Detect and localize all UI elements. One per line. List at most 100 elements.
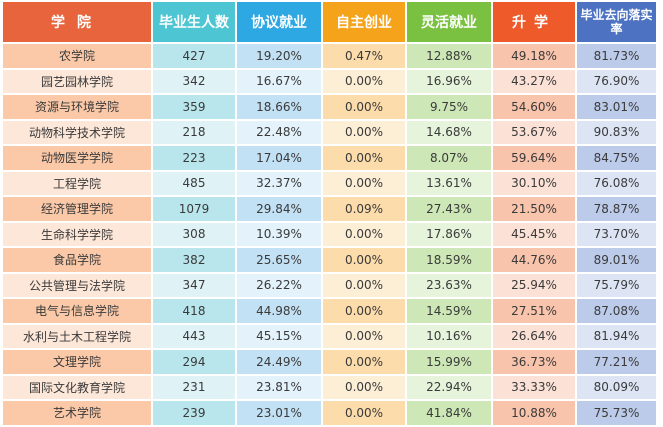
header-college: 学院 [3, 2, 151, 42]
cell-placement-rate: 78.87% [577, 197, 656, 221]
cell-self-employment: 0.00% [323, 273, 405, 297]
cell-contract-employment: 16.67% [237, 69, 321, 93]
cell-flexible-employment: 10.16% [407, 324, 491, 348]
cell-placement-rate: 83.01% [577, 95, 656, 119]
cell-flexible-employment: 18.59% [407, 248, 491, 272]
cell-self-employment: 0.00% [323, 69, 405, 93]
cell-further-study: 59.64% [493, 146, 575, 170]
cell-flexible-employment: 12.88% [407, 44, 491, 68]
cell-self-employment: 0.00% [323, 171, 405, 195]
cell-college: 农学院 [3, 44, 151, 68]
cell-further-study: 45.45% [493, 222, 575, 246]
cell-further-study: 43.27% [493, 69, 575, 93]
table-row: 公共管理与法学院 347 26.22% 0.00% 23.63% 25.94% 75.79% [3, 273, 656, 297]
cell-contract-employment: 29.84% [237, 197, 321, 221]
cell-flexible-employment: 9.75% [407, 95, 491, 119]
cell-graduates: 359 [153, 95, 235, 119]
cell-self-employment: 0.00% [323, 299, 405, 323]
cell-contract-employment: 18.66% [237, 95, 321, 119]
cell-placement-rate: 81.73% [577, 44, 656, 68]
cell-flexible-employment: 14.59% [407, 299, 491, 323]
cell-college: 动物医学学院 [3, 146, 151, 170]
cell-graduates: 294 [153, 350, 235, 374]
cell-contract-employment: 22.48% [237, 120, 321, 144]
cell-flexible-employment: 8.07% [407, 146, 491, 170]
cell-placement-rate: 75.73% [577, 401, 656, 425]
table-body: 农学院 427 19.20% 0.47% 12.88% 49.18% 81.73% 园艺园林学… [3, 44, 656, 425]
header-flexible-employment: 灵活就业 [407, 2, 491, 42]
cell-college: 电气与信息学院 [3, 299, 151, 323]
table-row: 食品学院 382 25.65% 0.00% 18.59% 44.76% 89.01% [3, 248, 656, 272]
table-row: 电气与信息学院 418 44.98% 0.00% 14.59% 27.51% 87.08% [3, 299, 656, 323]
header-self-employment: 自主创业 [323, 2, 405, 42]
cell-college: 动物科学技术学院 [3, 120, 151, 144]
table-row: 工程学院 485 32.37% 0.00% 13.61% 30.10% 76.08% [3, 171, 656, 195]
cell-contract-employment: 44.98% [237, 299, 321, 323]
cell-further-study: 21.50% [493, 197, 575, 221]
cell-self-employment: 0.00% [323, 146, 405, 170]
cell-flexible-employment: 41.84% [407, 401, 491, 425]
table-row: 农学院 427 19.20% 0.47% 12.88% 49.18% 81.73% [3, 44, 656, 68]
cell-flexible-employment: 23.63% [407, 273, 491, 297]
table-row: 艺术学院 239 23.01% 0.00% 41.84% 10.88% 75.73% [3, 401, 656, 425]
table-row: 国际文化教育学院 231 23.81% 0.00% 22.94% 33.33% 80.09% [3, 375, 656, 399]
cell-further-study: 36.73% [493, 350, 575, 374]
table-row: 生命科学学院 308 10.39% 0.00% 17.86% 45.45% 73.70% [3, 222, 656, 246]
cell-placement-rate: 90.83% [577, 120, 656, 144]
cell-self-employment: 0.00% [323, 324, 405, 348]
cell-self-employment: 0.00% [323, 248, 405, 272]
cell-college: 经济管理学院 [3, 197, 151, 221]
cell-college: 资源与环境学院 [3, 95, 151, 119]
cell-graduates: 443 [153, 324, 235, 348]
header-placement-rate: 毕业去向落实率 [577, 2, 656, 42]
cell-contract-employment: 26.22% [237, 273, 321, 297]
cell-flexible-employment: 27.43% [407, 197, 491, 221]
cell-further-study: 54.60% [493, 95, 575, 119]
cell-graduates: 382 [153, 248, 235, 272]
cell-self-employment: 0.00% [323, 95, 405, 119]
cell-placement-rate: 76.08% [577, 171, 656, 195]
cell-further-study: 10.88% [493, 401, 575, 425]
cell-contract-employment: 25.65% [237, 248, 321, 272]
table-row: 文理学院 294 24.49% 0.00% 15.99% 36.73% 77.21% [3, 350, 656, 374]
cell-further-study: 33.33% [493, 375, 575, 399]
cell-placement-rate: 80.09% [577, 375, 656, 399]
cell-graduates: 223 [153, 146, 235, 170]
cell-flexible-employment: 14.68% [407, 120, 491, 144]
cell-college: 食品学院 [3, 248, 151, 272]
table-row: 资源与环境学院 359 18.66% 0.00% 9.75% 54.60% 83.01% [3, 95, 656, 119]
header-further-study: 升学 [493, 2, 575, 42]
cell-graduates: 427 [153, 44, 235, 68]
cell-contract-employment: 45.15% [237, 324, 321, 348]
cell-flexible-employment: 13.61% [407, 171, 491, 195]
cell-self-employment: 0.47% [323, 44, 405, 68]
table-row: 动物科学技术学院 218 22.48% 0.00% 14.68% 53.67% 90.83% [3, 120, 656, 144]
cell-flexible-employment: 17.86% [407, 222, 491, 246]
table-row: 水利与土木工程学院 443 45.15% 0.00% 10.16% 26.64% 81.94… [3, 324, 656, 348]
cell-college: 工程学院 [3, 171, 151, 195]
cell-further-study: 53.67% [493, 120, 575, 144]
cell-further-study: 44.76% [493, 248, 575, 272]
cell-placement-rate: 73.70% [577, 222, 656, 246]
cell-self-employment: 0.00% [323, 350, 405, 374]
header-row: 学院 毕业生人数 协议就业 自主创业 灵活就业 升学 毕业去向落实率 [3, 2, 656, 42]
cell-college: 生命科学学院 [3, 222, 151, 246]
cell-college: 国际文化教育学院 [3, 375, 151, 399]
cell-self-employment: 0.00% [323, 401, 405, 425]
cell-further-study: 49.18% [493, 44, 575, 68]
cell-contract-employment: 17.04% [237, 146, 321, 170]
cell-self-employment: 0.00% [323, 375, 405, 399]
cell-graduates: 218 [153, 120, 235, 144]
cell-contract-employment: 23.01% [237, 401, 321, 425]
cell-graduates: 485 [153, 171, 235, 195]
cell-placement-rate: 77.21% [577, 350, 656, 374]
table-row: 经济管理学院 1079 29.84% 0.09% 27.43% 21.50% 78.87% [3, 197, 656, 221]
cell-flexible-employment: 15.99% [407, 350, 491, 374]
table-row: 动物医学学院 223 17.04% 0.00% 8.07% 59.64% 84.75% [3, 146, 656, 170]
cell-graduates: 239 [153, 401, 235, 425]
cell-flexible-employment: 16.96% [407, 69, 491, 93]
cell-placement-rate: 75.79% [577, 273, 656, 297]
cell-graduates: 1079 [153, 197, 235, 221]
cell-further-study: 27.51% [493, 299, 575, 323]
cell-placement-rate: 84.75% [577, 146, 656, 170]
